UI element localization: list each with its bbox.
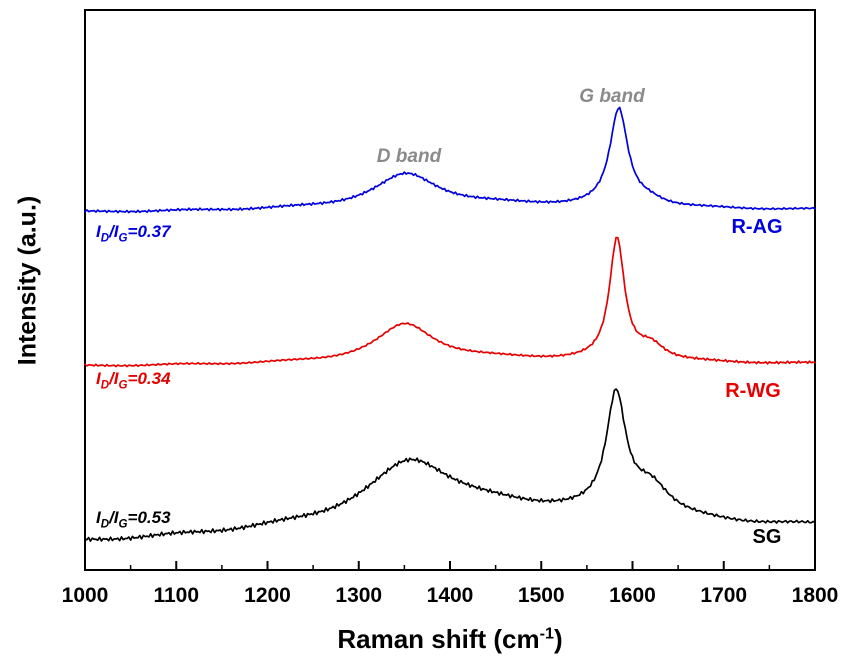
ratio-mid: /I [109, 369, 119, 388]
ratio-label-rag: ID/IG=0.37 [96, 222, 171, 244]
x-axis-label-text: Raman shift (cm [337, 624, 540, 654]
ratio-sub-g: G [118, 379, 128, 392]
ratio-sub-d: D [100, 518, 110, 531]
ratio-label-rwg: ID/IG=0.34 [96, 369, 171, 391]
ratio-value: =0.34 [127, 369, 171, 388]
y-axis-label: Intensity (a.u.) [13, 195, 42, 366]
ratio-sub-d: D [100, 232, 110, 245]
x-tick-label-1100: 1100 [153, 584, 199, 607]
x-tick-label-1300: 1300 [335, 584, 382, 607]
x-tick-label-1500: 1500 [518, 584, 565, 607]
x-tick-label-1200: 1200 [244, 584, 291, 607]
series-curve-SG [84, 388, 816, 542]
x-axis-label-suffix: ) [553, 624, 563, 654]
x-tick-label-1700: 1700 [700, 584, 747, 607]
ratio-sub-g: G [118, 518, 128, 531]
x-axis-label-superscript: -1 [539, 624, 554, 643]
series-label-rag: R-AG [731, 216, 783, 238]
ratio-i: I [96, 222, 101, 241]
ratio-label-sg: ID/IG=0.53 [96, 508, 171, 530]
ratio-value: =0.37 [127, 222, 171, 241]
series-label-rwg: R-WG [725, 380, 781, 402]
ratio-mid: /I [109, 508, 119, 527]
ratio-i: I [96, 508, 101, 527]
ratio-sub-g: G [118, 232, 128, 245]
plot-frame [84, 9, 816, 571]
x-tick-label-1800: 1800 [792, 584, 839, 607]
series-curve-R-AG [84, 106, 816, 214]
x-tick-label-1400: 1400 [427, 584, 474, 607]
series-label-sg: SG [752, 526, 782, 548]
x-axis-label: Raman shift (cm-1) [85, 624, 815, 655]
ratio-value: =0.53 [127, 508, 171, 527]
g-band-annotation: G band [579, 86, 645, 107]
x-tick-label-1000: 1000 [62, 584, 109, 607]
ratio-i: I [96, 369, 101, 388]
ratio-sub-d: D [100, 379, 110, 392]
x-tick-label-1600: 1600 [609, 584, 656, 607]
series-curve-R-WG [84, 236, 816, 368]
ratio-mid: /I [109, 222, 119, 241]
d-band-annotation: D band [376, 146, 442, 167]
